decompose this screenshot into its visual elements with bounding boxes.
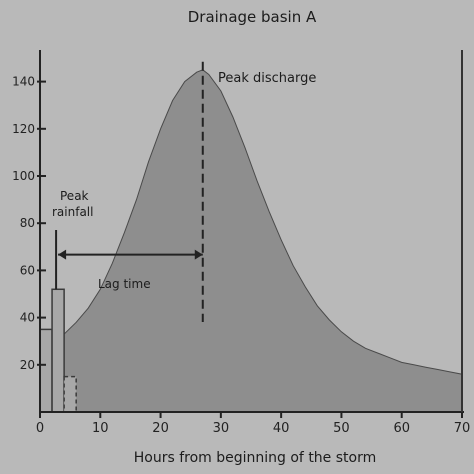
discharge-area xyxy=(39,69,463,413)
x-tick-label: 10 xyxy=(92,421,109,436)
rainfall-bar-layer xyxy=(39,288,77,413)
x-tick-label: 30 xyxy=(213,421,230,436)
x-tick-label: 20 xyxy=(152,421,169,436)
x-tick-label: 40 xyxy=(273,421,290,436)
x-axis-label: Hours from beginning of the storm xyxy=(134,450,376,466)
y-tick-label: 40 xyxy=(20,311,35,325)
discharge-area-layer xyxy=(39,69,463,413)
rainfall-bar xyxy=(39,328,53,413)
rainfall-bar xyxy=(63,375,77,413)
y-tick-label: 80 xyxy=(20,216,35,230)
y-tick-label: 20 xyxy=(20,358,35,372)
lag-arrow-head-right xyxy=(194,249,203,260)
x-tick-label: 50 xyxy=(333,421,350,436)
peak-discharge-label: Peak discharge xyxy=(218,71,316,86)
peak-rainfall-label: Peak rainfall xyxy=(52,189,93,219)
axes-layer xyxy=(39,50,464,413)
annotation-layer: Peak discharge Peak rainfall Lag time xyxy=(52,61,316,322)
y-tick-label: 120 xyxy=(12,122,35,136)
y-tick-label: 100 xyxy=(12,169,35,183)
x-tick-label: 0 xyxy=(36,421,44,436)
lag-time-label: Lag time xyxy=(98,277,151,291)
y-tick-label: 140 xyxy=(12,75,35,89)
lag-arrow-head-left xyxy=(58,249,67,260)
rainfall-bar xyxy=(51,288,65,413)
y-tick-label: 60 xyxy=(20,263,35,277)
x-tick-label: 70 xyxy=(454,421,471,436)
x-tick-label: 60 xyxy=(393,421,410,436)
tick-layer: 20 40 60 80 100 120 140 0 10 20 30 40 50 60 70 xyxy=(12,75,470,436)
chart-title: Drainage basin A xyxy=(188,8,317,26)
